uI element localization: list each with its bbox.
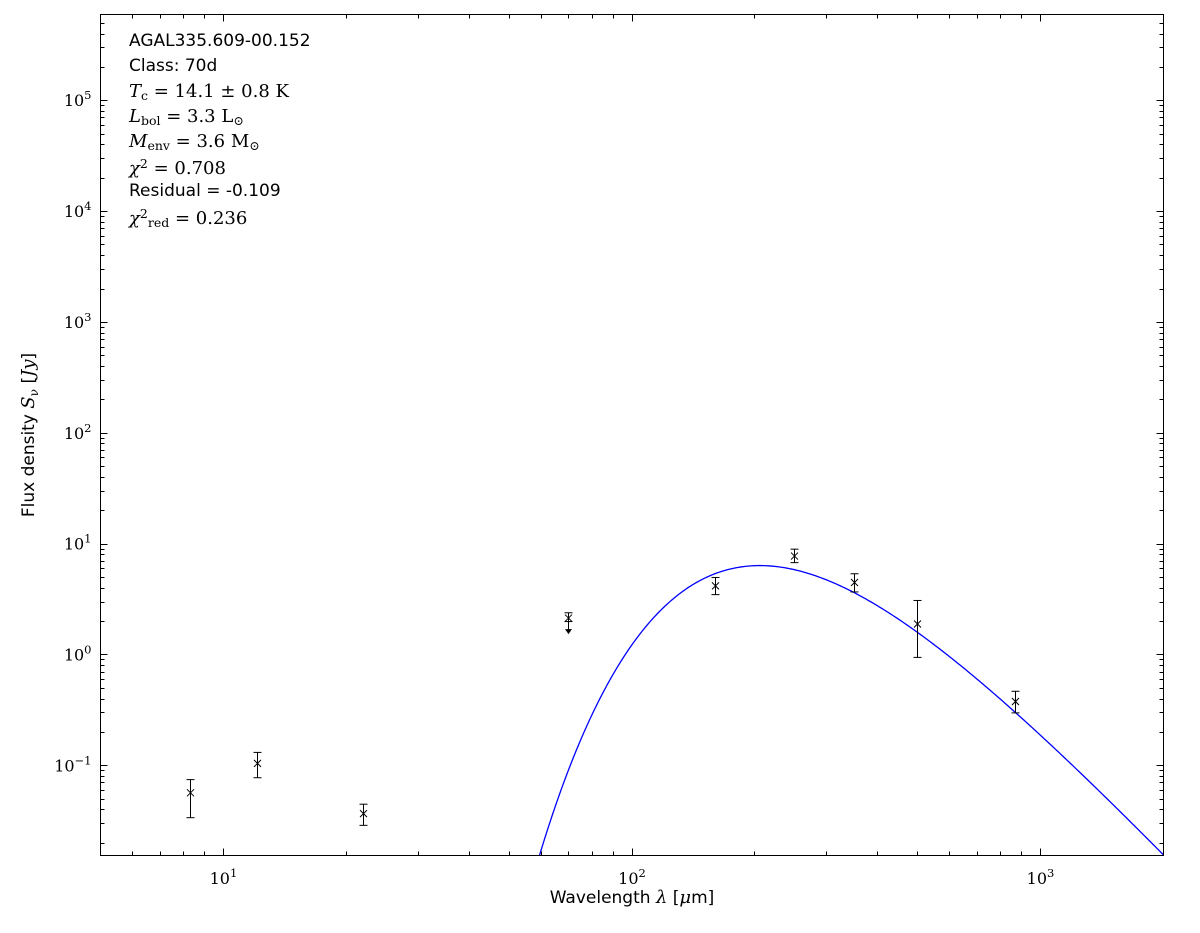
annotation-line: Tc = 14.1 ± 0.8 K xyxy=(129,81,289,103)
annotation-line: AGAL335.609-00.152 xyxy=(129,31,311,51)
y-tick-label: 105 xyxy=(64,88,92,110)
x-tick-label: 102 xyxy=(618,866,646,888)
data-point xyxy=(359,803,368,826)
annotation-line: χ2 = 0.708 xyxy=(129,156,226,179)
upper-limit-arrow-icon xyxy=(565,629,572,635)
ticks xyxy=(100,14,1164,856)
x-tick-label: 103 xyxy=(1027,866,1055,888)
annotation-line: Lbol = 3.3 L⊙ xyxy=(129,106,244,128)
y-tick-label: 10−1 xyxy=(54,753,91,775)
y-tick-label: 100 xyxy=(64,642,92,664)
annotation-block: AGAL335.609-00.152 Class: 70d Tc = 14.1 ± … xyxy=(129,31,311,231)
data-point xyxy=(790,548,799,564)
data-point xyxy=(850,573,859,593)
data-points xyxy=(186,548,1020,826)
y-tick-label: 101 xyxy=(64,532,92,554)
y-tick-label: 104 xyxy=(64,199,92,221)
data-point xyxy=(913,599,922,658)
x-axis-label: Wavelength λ [μm] xyxy=(550,887,715,908)
data-point xyxy=(711,576,720,596)
y-tick-label: 103 xyxy=(64,310,92,332)
annotation-line: χ2red = 0.236 xyxy=(129,206,248,230)
annotation-line: Residual = -0.109 xyxy=(129,181,281,201)
model-curve xyxy=(538,564,1164,856)
y-axis-label: Flux density Sν [Jy] xyxy=(18,353,41,517)
data-point xyxy=(186,779,195,819)
y-tick-label: 102 xyxy=(64,421,92,443)
annotation-line: Class: 70d xyxy=(129,56,218,76)
x-tick-label: 101 xyxy=(210,866,238,888)
data-point xyxy=(564,612,573,635)
data-point xyxy=(1011,690,1020,714)
data-point xyxy=(253,751,262,779)
annotation-line: Menv = 3.6 M⊙ xyxy=(129,131,260,153)
